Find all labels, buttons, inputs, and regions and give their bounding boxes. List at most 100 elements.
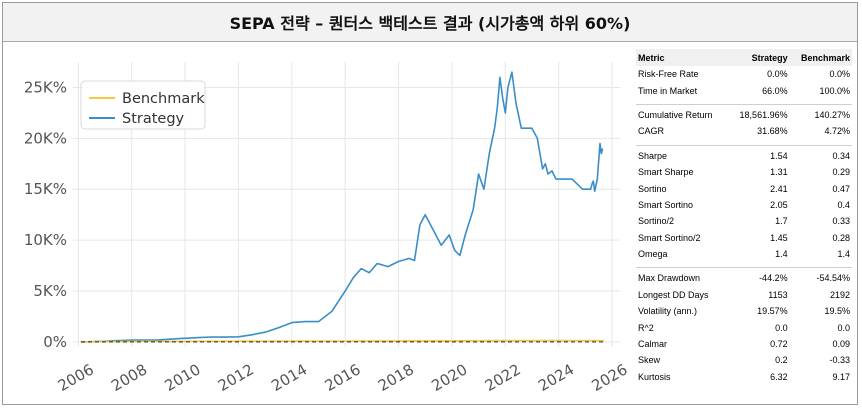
strategy-value: 31.68% xyxy=(757,126,788,137)
x-tick-label: 2018 xyxy=(375,360,417,395)
metrics-table: Metric Strategy Benchmark Risk-Free Rate… xyxy=(636,49,852,385)
metric-name: Smart Sortino xyxy=(638,199,694,210)
metric-name: Smart Sortino/2 xyxy=(638,232,701,243)
benchmark-value: -54.54% xyxy=(816,273,850,284)
strategy-value: 0.0% xyxy=(767,69,788,80)
metrics-row: Risk-Free Rate 0.0% 0.0% xyxy=(636,66,852,82)
metric-name: Skew xyxy=(638,355,661,366)
metrics-row: Cumulative Return 18,561.96% 140.27% xyxy=(636,107,852,123)
strategy-value: 2.05 xyxy=(770,199,788,210)
metrics-row: CAGR 31.68% 4.72% xyxy=(636,123,852,139)
metric-name: Sortino xyxy=(638,183,667,194)
metrics-row: Max Drawdown -44.2% -54.54% xyxy=(636,270,852,286)
benchmark-value: 0.09 xyxy=(832,339,850,350)
y-tick-label: 0% xyxy=(43,333,67,351)
legend-strategy-label: Strategy xyxy=(122,111,185,127)
benchmark-value: 19.5% xyxy=(824,306,850,317)
metric-name: Risk-Free Rate xyxy=(638,69,699,80)
strategy-value: 1.7 xyxy=(775,216,788,227)
x-tick-label: 2020 xyxy=(428,360,470,395)
legend-benchmark-label: Benchmark xyxy=(122,91,205,107)
metrics-header-row: Metric Strategy Benchmark xyxy=(636,49,852,66)
strategy-value: 2.41 xyxy=(770,183,788,194)
benchmark-value: 0.34 xyxy=(832,150,850,161)
metrics-row: Smart Sharpe 1.31 0.29 xyxy=(636,164,852,180)
strategy-value: 1.54 xyxy=(770,150,788,161)
metric-name: CAGR xyxy=(638,126,665,137)
metrics-row: Omega 1.4 1.4 xyxy=(636,246,852,262)
metric-name: Kurtosis xyxy=(638,371,671,382)
metrics-separator xyxy=(636,262,852,270)
metrics-row: Longest DD Days 1153 2192 xyxy=(636,287,852,303)
metrics-row: Sortino 2.41 0.47 xyxy=(636,180,852,196)
x-tick-label: 2010 xyxy=(162,360,204,395)
metrics-row: Volatility (ann.) 19.57% 19.5% xyxy=(636,303,852,319)
strategy-value: 1.45 xyxy=(770,232,788,243)
metric-name: Calmar xyxy=(638,339,668,350)
strategy-value: 66.0% xyxy=(762,85,788,96)
metrics-row: Calmar 0.72 0.09 xyxy=(636,336,852,352)
benchmark-value: 0.28 xyxy=(832,232,850,243)
metric-name: Omega xyxy=(638,249,668,260)
strategy-value: 0.2 xyxy=(775,355,788,366)
metrics-separator xyxy=(636,140,852,148)
x-tick-label: 2016 xyxy=(322,360,364,395)
metrics-header-benchmark: Benchmark xyxy=(789,49,852,66)
strategy-value: 18,561.96% xyxy=(739,109,788,120)
benchmark-value: 0.4 xyxy=(837,199,850,210)
page-title: SEPA 전략 – 퀀터스 백테스트 결과 (시가총액 하위 60%) xyxy=(3,3,857,42)
x-tick-label: 2008 xyxy=(108,360,150,395)
strategy-value: 0.0 xyxy=(775,322,788,333)
metric-name: Longest DD Days xyxy=(638,289,709,300)
strategy-value: 0.72 xyxy=(770,339,788,350)
metric-name: Volatility (ann.) xyxy=(638,306,698,317)
metrics-separator xyxy=(636,99,852,107)
metrics-row: Kurtosis 6.32 9.17 xyxy=(636,369,852,385)
metric-name: Sortino/2 xyxy=(638,216,675,227)
x-tick-label: 2006 xyxy=(55,360,97,395)
report-panel: SEPA 전략 – 퀀터스 백테스트 결과 (시가총액 하위 60%) 0% 5K… xyxy=(2,2,858,405)
y-tick-label: 10K% xyxy=(24,231,67,249)
metric-name: Smart Sharpe xyxy=(638,167,694,178)
benchmark-value: -0.33 xyxy=(829,355,850,366)
metrics-row: Sharpe 1.54 0.34 xyxy=(636,148,852,164)
metrics-header-strategy: Strategy xyxy=(728,49,790,66)
metric-name: Time in Market xyxy=(638,85,698,96)
x-tick-label: 2026 xyxy=(588,360,630,395)
metric-name: Sharpe xyxy=(638,150,668,161)
x-tick-label: 2012 xyxy=(215,360,257,395)
y-tick-label: 15K% xyxy=(24,180,67,198)
y-tick-label: 25K% xyxy=(24,78,67,96)
metrics-row: Smart Sortino 2.05 0.4 xyxy=(636,197,852,213)
strategy-series-line xyxy=(80,71,604,343)
benchmark-series-line xyxy=(80,339,605,343)
x-tick-label: 2024 xyxy=(535,360,577,395)
y-tick-label: 5K% xyxy=(33,282,67,300)
strategy-value: 1153 xyxy=(768,289,788,300)
strategy-value: -44.2% xyxy=(759,273,788,284)
metric-name: Cumulative Return xyxy=(638,109,713,120)
strategy-value: 1.4 xyxy=(775,249,788,260)
y-tick-label: 20K% xyxy=(24,129,67,147)
x-tick-label: 2014 xyxy=(268,360,310,395)
benchmark-value: 0.0% xyxy=(829,69,850,80)
cumulative-return-chart: 0% 5K% 10K% 15K% 20K% 25K% 2006 2008 2010 2012 201… xyxy=(3,42,631,406)
benchmark-value: 9.17 xyxy=(832,371,850,382)
strategy-value: 19.57% xyxy=(757,306,788,317)
metrics-row: Time in Market 66.0% 100.0% xyxy=(636,82,852,98)
metric-name: R^2 xyxy=(638,322,654,333)
strategy-value: 1.31 xyxy=(770,167,788,178)
strategy-value: 6.32 xyxy=(770,371,788,382)
metrics-header-metric: Metric xyxy=(636,49,729,66)
benchmark-value: 100.0% xyxy=(819,85,850,96)
chart-canvas: 0% 5K% 10K% 15K% 20K% 25K% 2006 2008 2010 2012 201… xyxy=(24,62,631,395)
metrics-row: Smart Sortino/2 1.45 0.28 xyxy=(636,230,852,246)
metrics-row: R^2 0.0 0.0 xyxy=(636,319,852,335)
benchmark-value: 0.0 xyxy=(837,322,850,333)
benchmark-value: 1.4 xyxy=(837,249,850,260)
benchmark-value: 2192 xyxy=(829,289,850,300)
benchmark-value: 4.72% xyxy=(824,126,850,137)
metric-name: Max Drawdown xyxy=(638,273,701,284)
benchmark-value: 0.33 xyxy=(832,216,850,227)
metrics-row: Sortino/2 1.7 0.33 xyxy=(636,213,852,229)
